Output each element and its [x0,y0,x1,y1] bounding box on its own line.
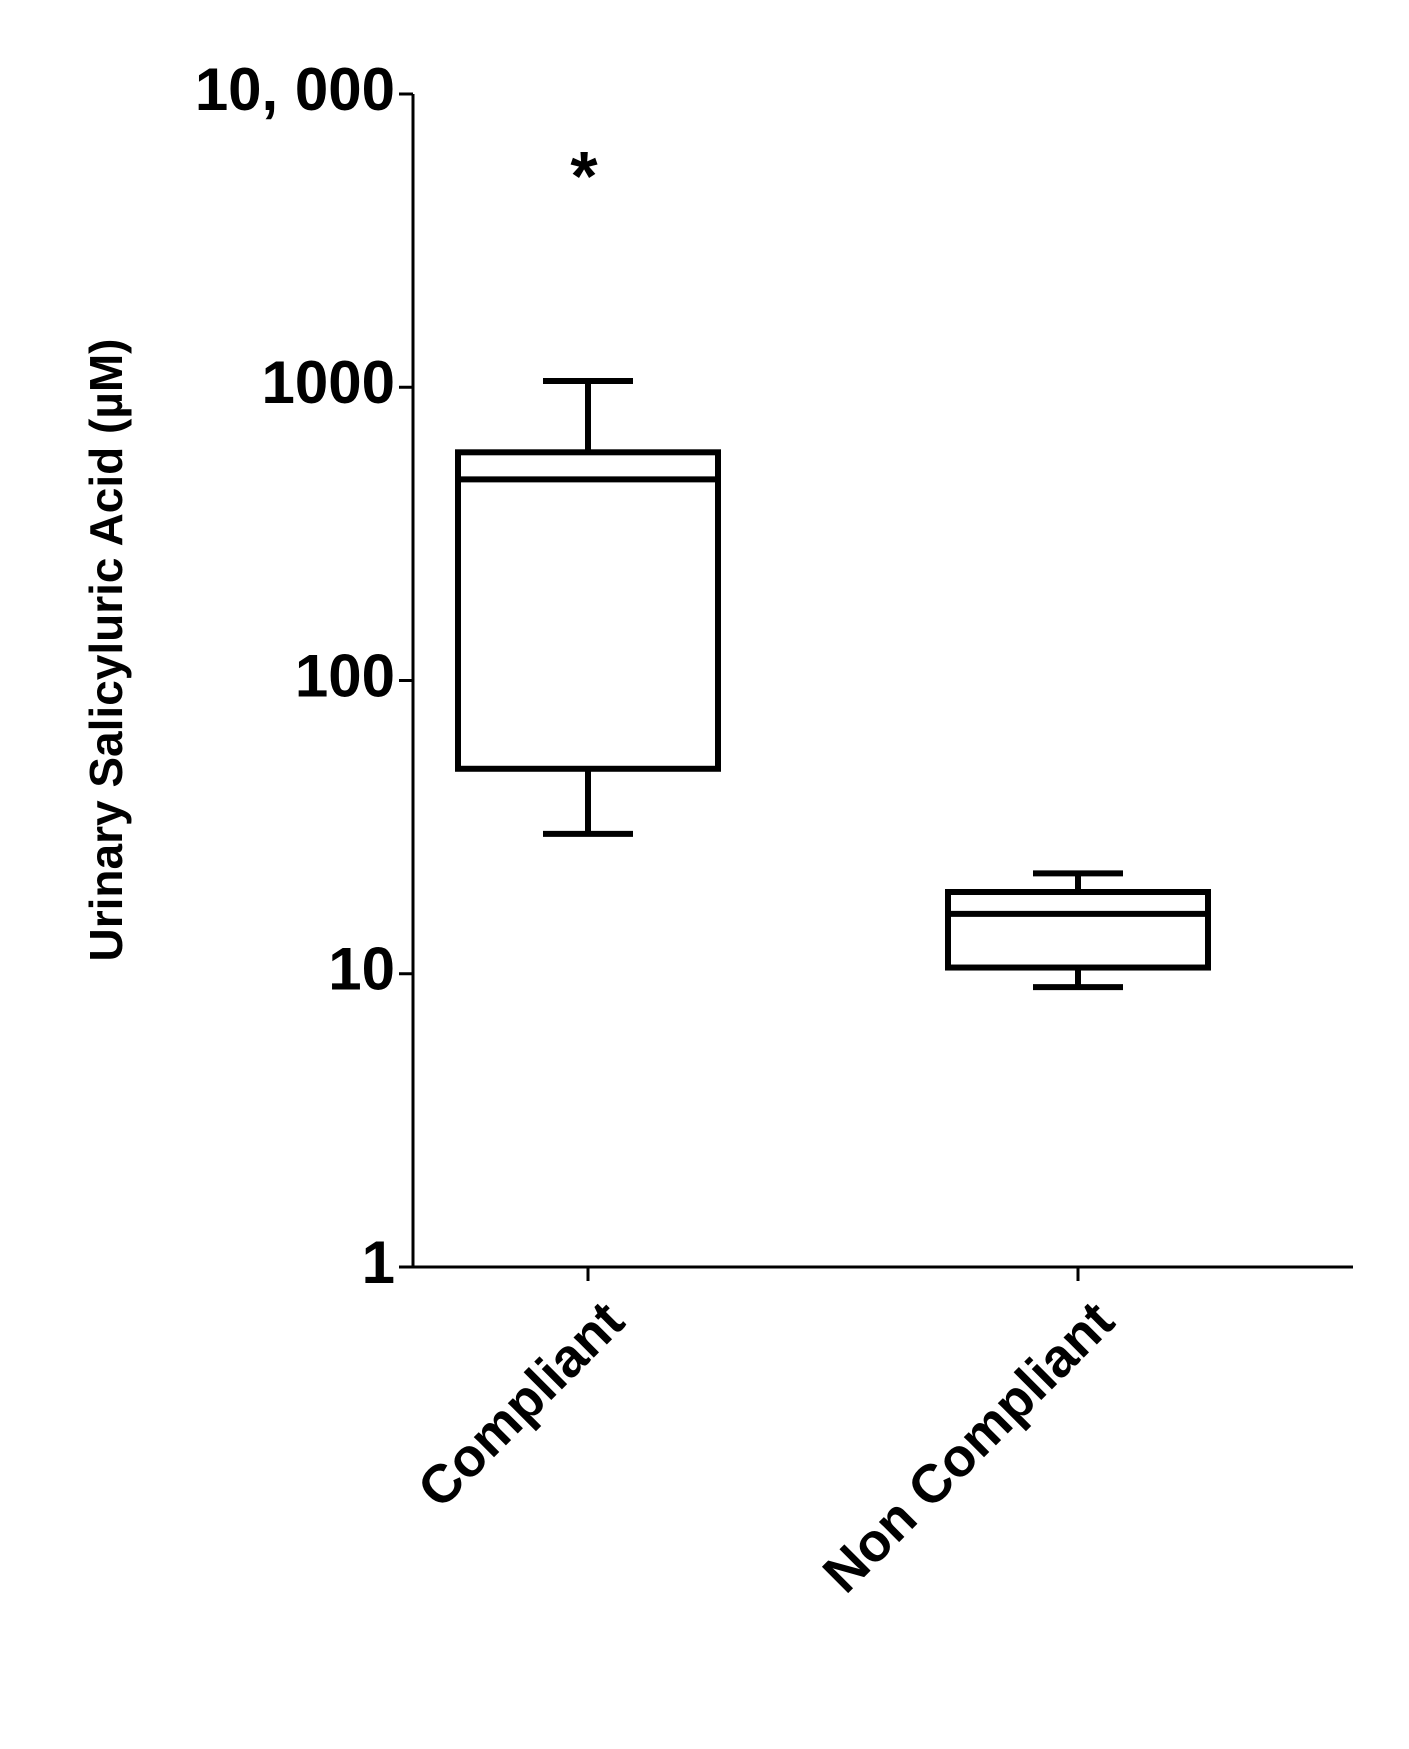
box [945,889,1211,971]
y-tick-label: 100 [295,642,395,709]
box [455,449,721,772]
x-tick-label: Compliant [407,1290,636,1519]
y-tick-label: 10 [328,936,395,1003]
y-tick-label: 10, 000 [195,56,395,123]
y-tick-label: 1000 [262,349,395,416]
y-tick-label: 1 [362,1229,395,1296]
annotation: * [570,137,598,215]
y-axis-label: Urinary Salicyluric Acid (µM) [80,339,132,962]
x-tick-label: Non Compliant [812,1290,1126,1604]
